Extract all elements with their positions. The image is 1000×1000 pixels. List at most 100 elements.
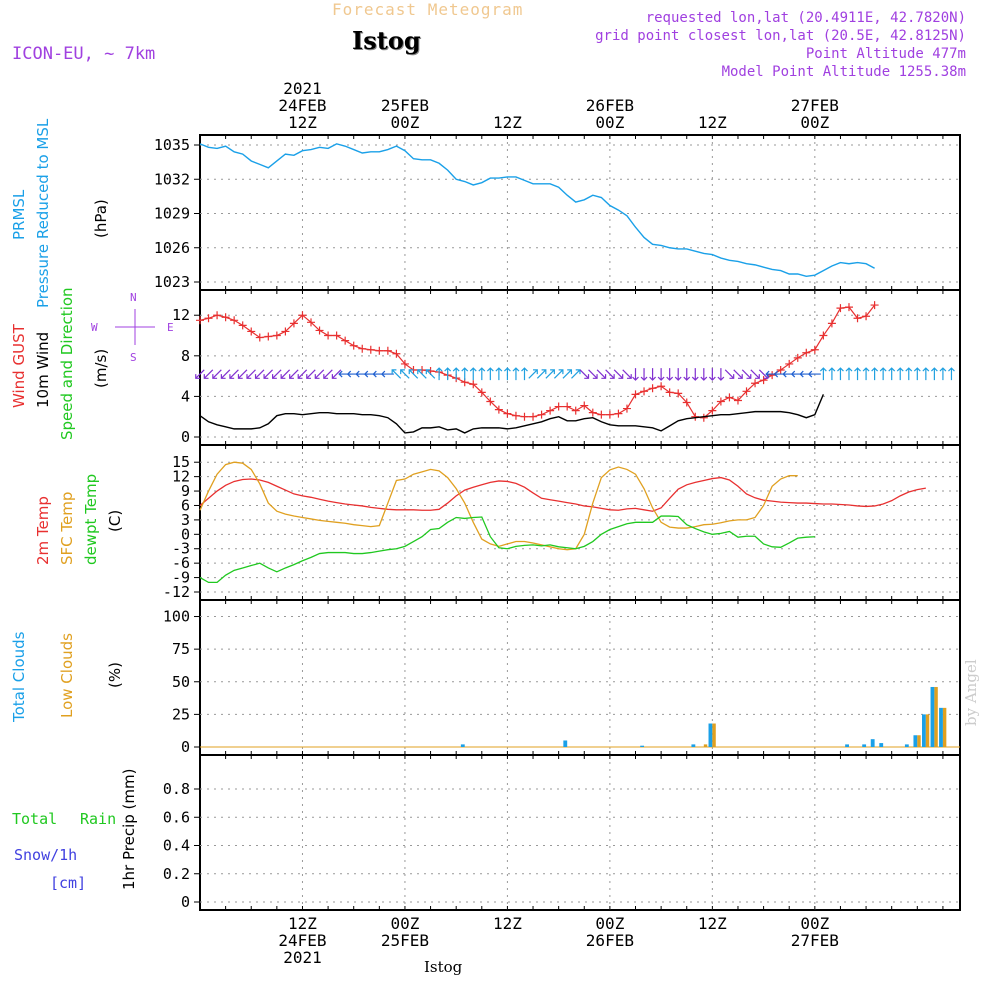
wind-arrow bbox=[469, 367, 477, 381]
gust-marker bbox=[298, 311, 307, 320]
gust-marker bbox=[469, 380, 478, 389]
gust-marker bbox=[332, 331, 341, 340]
top-time-label: 12Z bbox=[288, 113, 317, 132]
wind-arrow bbox=[837, 367, 844, 381]
panel-frame-wind bbox=[199, 289, 961, 446]
y-tick-label: 100 bbox=[163, 608, 190, 626]
snow-label: Snow/1h bbox=[14, 846, 78, 864]
y-tick-label: 0.4 bbox=[163, 837, 190, 855]
top-time-label: 26FEB bbox=[586, 96, 634, 115]
gust-marker bbox=[810, 345, 819, 354]
wind-arrow bbox=[750, 369, 760, 379]
precip-unit: 1hr Precip (mm) bbox=[120, 768, 138, 890]
low-cloud-bar bbox=[934, 686, 938, 747]
gust-marker bbox=[477, 388, 486, 397]
wind-arrow bbox=[888, 367, 896, 381]
wind-arrow bbox=[605, 369, 615, 379]
wind-arrow bbox=[828, 367, 836, 381]
y-tick-label: -3 bbox=[172, 540, 190, 558]
panel-frame-clouds bbox=[199, 599, 961, 756]
total-cloud-bar bbox=[845, 744, 849, 747]
bottom-time-label: 24FEB bbox=[278, 931, 326, 950]
wind-arrow bbox=[922, 367, 930, 381]
wind-arrow bbox=[632, 368, 639, 381]
gust-marker bbox=[392, 349, 401, 358]
wind-arrow bbox=[854, 367, 861, 381]
wind-arrow bbox=[571, 369, 581, 379]
gust-marker bbox=[546, 406, 555, 415]
gust-marker bbox=[503, 409, 512, 418]
gust-marker bbox=[614, 409, 623, 418]
gust-marker bbox=[862, 312, 871, 321]
wind-arrow bbox=[391, 369, 402, 379]
wind-arrow bbox=[461, 367, 469, 381]
gust-marker bbox=[785, 359, 794, 368]
wind-arrow bbox=[503, 367, 511, 381]
wind-arrow bbox=[545, 369, 555, 379]
total-clouds-label: Total Clouds bbox=[10, 631, 28, 722]
gust-marker bbox=[742, 387, 751, 396]
low-cloud-bar bbox=[942, 707, 947, 747]
gust-marker bbox=[793, 353, 802, 362]
wind-arrow bbox=[819, 367, 827, 381]
wind-arrow bbox=[536, 369, 547, 379]
bottom-time-label: 25FEB bbox=[381, 931, 429, 950]
compass-e: E bbox=[167, 321, 174, 334]
wind-arrow bbox=[495, 367, 503, 381]
wind-arrow bbox=[649, 368, 657, 381]
y-tick-label: 25 bbox=[172, 705, 190, 723]
temp-2m-line bbox=[199, 476, 926, 512]
wind-arrow bbox=[845, 367, 853, 381]
gust-marker bbox=[870, 301, 879, 310]
y-tick-label: 0.6 bbox=[163, 808, 190, 826]
wind-10m-label: 10m Wind bbox=[34, 331, 52, 408]
wind-arrow bbox=[596, 369, 607, 379]
wind-arrow bbox=[323, 369, 333, 379]
gust-marker bbox=[648, 384, 657, 393]
wind-arrow bbox=[700, 368, 708, 381]
gust-marker bbox=[622, 404, 631, 413]
y-tick-label: 1032 bbox=[154, 170, 190, 188]
top-time-label: 12Z bbox=[698, 113, 727, 132]
gust-marker bbox=[571, 406, 580, 415]
top-time-label: 25FEB bbox=[381, 96, 429, 115]
gust-marker bbox=[307, 318, 316, 327]
gust-marker bbox=[494, 405, 503, 414]
gust-marker bbox=[366, 345, 375, 354]
top-time-label: 12Z bbox=[493, 113, 522, 132]
gust-marker bbox=[597, 410, 606, 419]
wind-arrow bbox=[306, 369, 316, 379]
pressure-line bbox=[199, 143, 875, 278]
wind-arrow bbox=[408, 369, 419, 379]
total-cloud-bar bbox=[563, 740, 568, 747]
gust-marker bbox=[631, 390, 640, 399]
bottom-time-label: 12Z bbox=[288, 914, 317, 933]
wind-arrow bbox=[528, 369, 538, 379]
gust-marker bbox=[383, 346, 392, 355]
gust-marker bbox=[264, 332, 273, 341]
gust-marker bbox=[657, 382, 666, 391]
y-tick-label: 6 bbox=[181, 496, 190, 514]
requested-coords: requested lon,lat (20.4911E, 42.7820N) bbox=[645, 10, 966, 26]
wind-arrow bbox=[237, 369, 248, 379]
top-time-label: 00Z bbox=[595, 113, 624, 132]
gust-line bbox=[199, 304, 876, 419]
wind-arrow bbox=[195, 369, 205, 379]
wind-arrow bbox=[657, 368, 665, 381]
y-tick-label: 0 bbox=[181, 525, 190, 543]
top-time-label: 00Z bbox=[390, 113, 419, 132]
wind-arrow bbox=[879, 367, 887, 381]
top-time-label: 00Z bbox=[800, 113, 829, 132]
gust-marker bbox=[230, 316, 239, 325]
compass-cross bbox=[115, 309, 155, 345]
total-cloud-bar bbox=[879, 743, 884, 747]
wind-arrow bbox=[948, 367, 955, 381]
wind-unit: (m/s) bbox=[92, 348, 110, 388]
wind-arrow bbox=[331, 369, 342, 379]
bottom-time-label: 00Z bbox=[800, 914, 829, 933]
gust-marker bbox=[196, 316, 204, 325]
y-tick-label: 0 bbox=[181, 893, 190, 911]
gust-marker bbox=[255, 333, 264, 342]
gust-marker bbox=[511, 411, 520, 420]
y-tick-label: 0 bbox=[181, 428, 190, 446]
